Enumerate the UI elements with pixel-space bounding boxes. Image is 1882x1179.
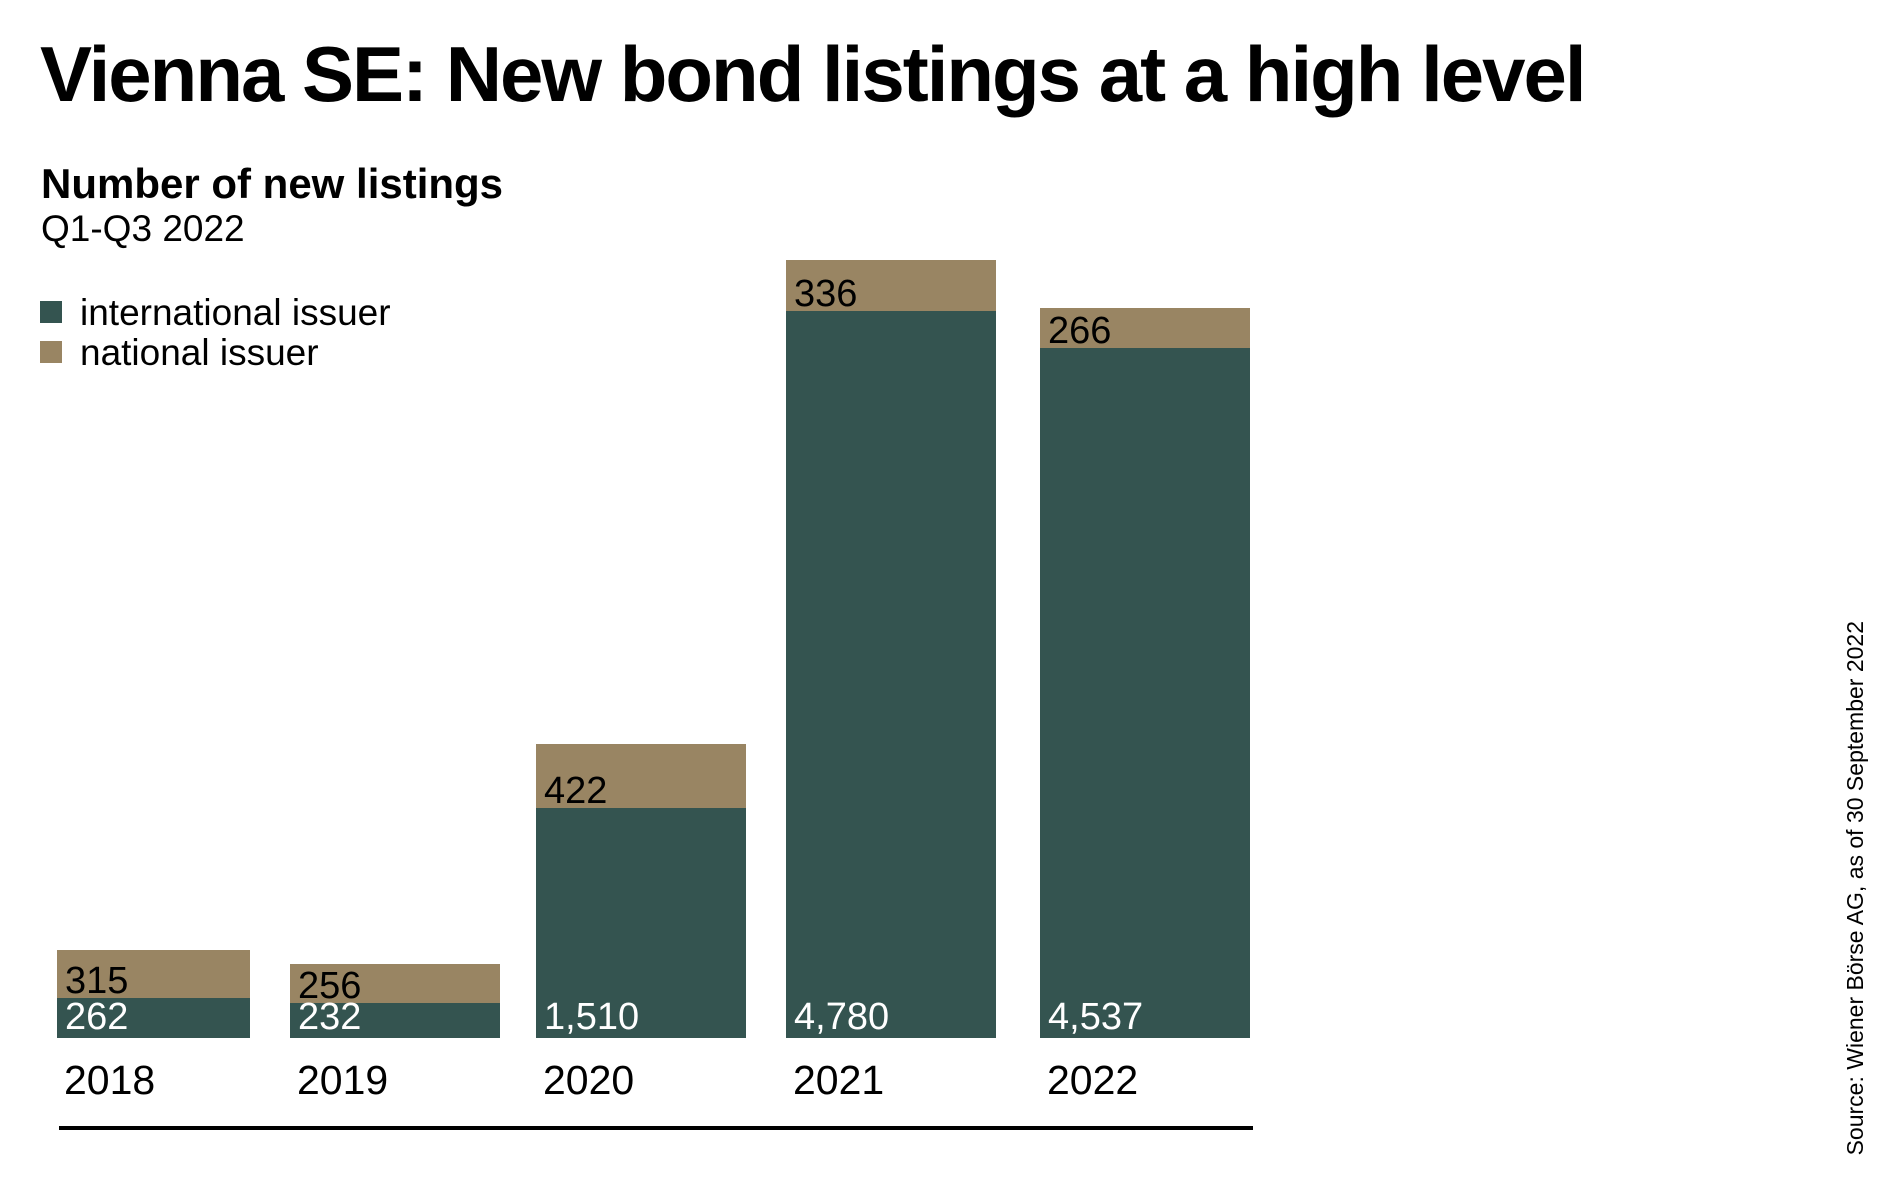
chart-subtitle: Number of new listings [41, 160, 504, 207]
bar-2022: 266 4,537 [1040, 308, 1250, 1038]
bar-2021-international-segment [786, 311, 996, 1038]
bar-2020: 422 1,510 [536, 744, 746, 1038]
category-label-2018: 2018 [64, 1057, 156, 1103]
chart-period: Q1-Q3 2022 [41, 208, 245, 249]
value-label-national-2020: 422 [544, 770, 608, 812]
value-label-national-2022: 266 [1048, 310, 1112, 352]
bar-2021: 336 4,780 [786, 260, 996, 1038]
chart-legend: international issuer national issuer [40, 292, 391, 372]
category-label-2019: 2019 [297, 1057, 389, 1103]
bar-2022-international-segment [1040, 348, 1250, 1038]
legend-swatch-international [40, 301, 62, 323]
bar-2018: 315 262 [57, 950, 250, 1038]
legend-swatch-national [40, 341, 62, 363]
source-note: Source: Wiener Börse AG, as of 30 Septem… [1842, 620, 1869, 1155]
value-label-international-2021: 4,780 [794, 996, 890, 1038]
value-label-international-2020: 1,510 [544, 996, 640, 1038]
bar-2020-national-segment [536, 744, 746, 808]
bar-2021-national-segment [786, 260, 996, 311]
value-label-international-2022: 4,537 [1048, 996, 1144, 1038]
category-label-2020: 2020 [543, 1057, 635, 1103]
bar-2019-national-segment [290, 964, 500, 1003]
legend-item-international: international issuer [40, 292, 391, 332]
value-label-national-2018: 315 [65, 960, 129, 1002]
value-label-international-2019: 232 [298, 996, 362, 1038]
bar-2018-international-segment [57, 998, 250, 1038]
bar-2020-international-segment [536, 808, 746, 1038]
legend-label-national: national issuer [80, 331, 319, 373]
bar-2019: 256 232 [290, 964, 500, 1038]
x-axis-line [59, 1126, 1253, 1130]
bar-2018-national-segment [57, 950, 250, 998]
category-label-2022: 2022 [1047, 1057, 1139, 1103]
legend-label-international: international issuer [80, 291, 391, 333]
category-label-2021: 2021 [793, 1057, 885, 1103]
value-label-national-2021: 336 [794, 273, 858, 315]
legend-item-national: national issuer [40, 332, 391, 372]
bar-2019-international-segment [290, 1003, 500, 1038]
bar-2022-national-segment [1040, 308, 1250, 348]
value-label-national-2019: 256 [298, 965, 362, 1007]
value-label-international-2018: 262 [65, 996, 129, 1038]
page-title: Vienna SE: New bond listings at a high l… [40, 30, 1587, 118]
